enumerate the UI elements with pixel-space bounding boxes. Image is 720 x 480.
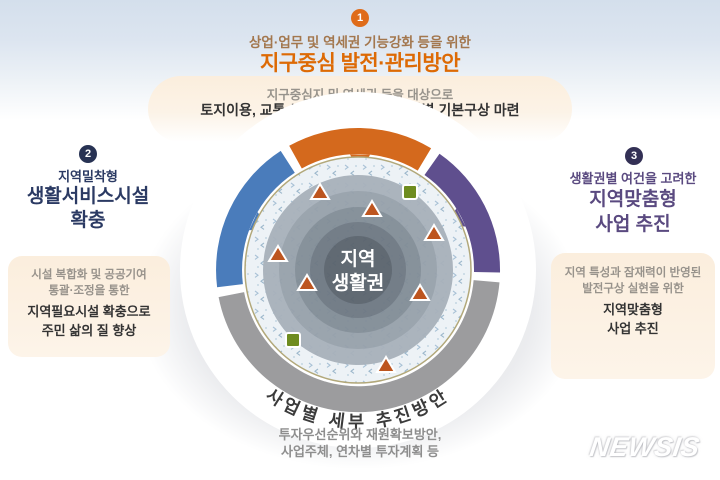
section1-number-badge: 1 — [351, 9, 369, 27]
section2-title-line2: 확충 — [70, 210, 106, 231]
ring-segment-gray — [218, 280, 500, 413]
triangle-marker — [361, 199, 383, 217]
triangle-marker — [309, 182, 331, 200]
triangle-marker — [267, 244, 289, 262]
concentric-zones — [263, 175, 453, 365]
center-label-line1: 지역 — [341, 248, 376, 270]
section2-detail-bold2: 주민 삶의 질 향상 — [41, 323, 137, 338]
newsis-watermark: NEWSIS — [588, 432, 703, 462]
center-label-line2: 생활권 — [332, 272, 384, 294]
section3-detail-bold2: 사업 추진 — [607, 321, 659, 336]
facility-markers — [267, 182, 445, 373]
bottom-detail-line1: 투자우선순위와 재원확보방안, — [278, 427, 442, 442]
section1-title: 지구중심 발전·관리방안 — [259, 52, 461, 75]
square-marker — [285, 332, 301, 348]
triangle-marker — [423, 223, 445, 241]
outer-ring — [216, 128, 501, 413]
section2-detail-gray2: 통괄·조정을 통한 — [48, 285, 130, 297]
square-marker — [402, 184, 418, 200]
section2-title-line1: 생활서비스시설 — [26, 186, 150, 207]
bottom-detail-line2: 사업주체, 연차별 투자계획 등 — [281, 444, 439, 459]
section2-subtitle: 지역밀착형 — [58, 169, 118, 184]
section3-title-line1: 지역맞춤형 — [589, 189, 677, 210]
section3-detail-bold1: 지역맞춤형 — [603, 302, 663, 317]
section3-detail-gray1: 지역 특성과 잠재력이 반영된 — [564, 267, 702, 279]
ring-segment-blue — [216, 150, 295, 288]
section2-number-badge: 2 — [79, 145, 97, 163]
triangle-marker — [375, 355, 397, 373]
section3-detail-box: 지역 특성과 잠재력이 반영된 발전구상 실현을 위한 지역맞춤형 사업 추진 — [551, 253, 715, 379]
section2-detail-gray1: 시설 복합화 및 공공기여 — [31, 269, 147, 281]
ring-segment-purple — [424, 153, 501, 273]
section2-detail-bold1: 지역필요시설 확충으로 — [27, 304, 151, 319]
ring-segment-orange — [289, 128, 432, 171]
section1-subtitle: 상업·업무 및 역세권 기능강화 등을 위한 — [249, 35, 471, 50]
section3-number-badge: 3 — [625, 147, 643, 165]
triangle-marker — [409, 283, 431, 301]
section3-detail-gray2: 발전구상 실현을 위한 — [582, 283, 684, 295]
section2-detail-box: 시설 복합화 및 공공기여 통괄·조정을 통한 지역필요시설 확충으로 주민 삶… — [8, 256, 170, 357]
triangle-marker — [296, 273, 318, 291]
zone-ring-5 — [324, 236, 392, 304]
section3-subtitle: 생활권별 여건을 고려한 — [569, 171, 697, 186]
section3-title-line2: 사업 추진 — [595, 214, 671, 235]
